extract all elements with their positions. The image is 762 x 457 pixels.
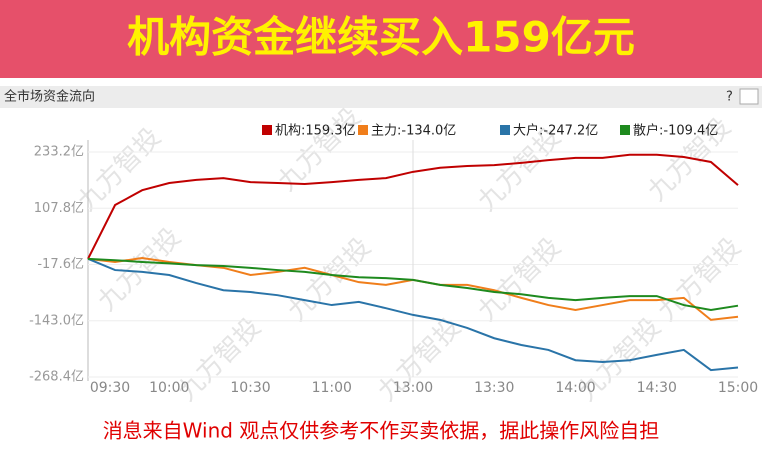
legend-swatch xyxy=(262,125,272,135)
wp-icon xyxy=(739,88,759,105)
header-bar xyxy=(0,86,762,108)
series-line xyxy=(87,153,739,260)
series-line xyxy=(87,257,739,372)
legend-swatch xyxy=(358,125,368,135)
y-tick-label: 107.8亿 xyxy=(34,201,84,216)
y-tick-label: 233.2亿 xyxy=(34,145,84,160)
x-tick-label: 10:30 xyxy=(230,380,270,396)
x-tick-label: 15:00 xyxy=(718,380,758,396)
x-tick-label: 10:00 xyxy=(149,380,189,396)
legend-label: 大户:-247.2亿 xyxy=(513,123,598,139)
banner xyxy=(0,0,762,78)
y-tick-label: -17.6亿 xyxy=(37,257,84,272)
x-tick-label: 14:30 xyxy=(637,380,677,396)
x-tick-label: 11:00 xyxy=(312,380,352,396)
series-line xyxy=(87,257,739,311)
x-tick-label: 13:30 xyxy=(474,380,514,396)
watermark: 九方智投 xyxy=(92,222,187,317)
chart-title: 机构资金继续买入159亿元 xyxy=(127,13,635,62)
legend-label: 机构:159.3亿 xyxy=(275,124,356,139)
y-tick-label: -268.4亿 xyxy=(29,370,84,385)
x-tick-label: 14:00 xyxy=(555,380,595,396)
legend-swatch xyxy=(620,125,630,135)
chart-subtitle: 全市场资金流向 xyxy=(4,89,95,105)
watermark: 九方智投 xyxy=(472,232,567,327)
y-tick-label: -143.0亿 xyxy=(29,313,84,328)
x-tick-label: 13:00 xyxy=(393,380,433,396)
legend-label: 主力:-134.0亿 xyxy=(371,124,456,139)
legend-label: 散户:-109.4亿 xyxy=(633,123,718,139)
help-icon[interactable]: ? xyxy=(726,90,733,105)
legend-swatch xyxy=(500,125,510,135)
watermark: 九方智投 xyxy=(282,232,377,327)
x-tick-label: 09:30 xyxy=(90,380,130,396)
watermark: 九方智投 xyxy=(652,232,747,327)
footnote: 消息来自Wind 观点仅供参考不作买卖依据，据此操作风险自担 xyxy=(103,419,660,443)
